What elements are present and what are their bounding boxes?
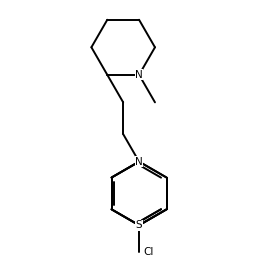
Text: N: N [135,157,143,167]
Text: Cl: Cl [143,247,153,257]
Text: N: N [135,70,143,80]
Text: S: S [136,220,142,230]
